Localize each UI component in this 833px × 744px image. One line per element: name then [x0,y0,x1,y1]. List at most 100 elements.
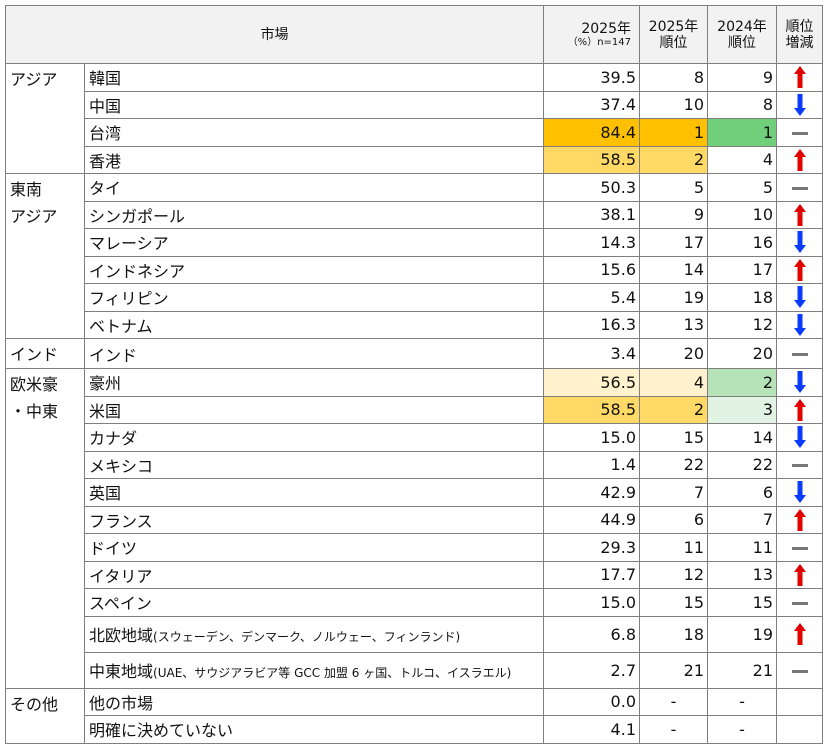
share-2025-value: 1.4 [543,450,640,479]
market-name: 香港 [84,145,544,174]
table-row: マレーシア 14.3 17 16 [6,228,823,257]
market-name-text: インド [89,345,138,365]
share-2025-value: 15.6 [543,255,640,284]
market-name-text: 他の市場 [89,693,154,713]
rank-change-header-line2: 増減 [785,34,814,51]
market-name: 英国 [84,478,544,507]
share-2025-value: 58.5 [543,145,640,174]
rank-change [776,200,823,229]
rank-2025-value: 5 [639,173,708,202]
rank-change [776,615,823,653]
arrow-down-icon [793,481,806,504]
rank-2025-header-label: 順位 [659,34,688,51]
rank-2024-value: 18 [707,283,777,312]
share-2025-value: 2.7 [543,651,640,689]
region-label-line: インド [10,345,59,364]
arrow-up-icon [793,623,806,645]
rank-change [776,505,823,534]
market-name: インド [84,338,544,369]
share-2025-header: 2025年 （%）n=147 [543,5,640,64]
rank-2025-value: 2 [639,145,708,174]
arrow-down-icon [793,286,806,309]
share-2025-value: 29.3 [543,533,640,562]
rank-change [776,310,823,339]
market-name-text: ベトナム [89,316,153,336]
rank-2024-value: 22 [707,450,777,479]
share-2025-value: 15.0 [543,423,640,452]
rank-change [776,423,823,452]
market-name-text: タイ [89,179,122,199]
share-2025-value: 17.7 [543,560,640,589]
share-2025-value: 37.4 [543,90,640,119]
table-row: 中国 37.4 10 8 [6,90,823,119]
region-label: アジア [5,63,85,174]
rank-2025-value: 20 [639,338,708,369]
arrow-up-icon [793,258,806,281]
table-row: スペイン 15.0 15 15 [6,588,823,617]
market-name-text: ドイツ [89,539,138,559]
rank-2024-header: 2024年 順位 [707,5,777,64]
no-change-bar-icon [791,546,808,550]
market-name: マレーシア [84,228,544,257]
market-name: カナダ [84,423,544,452]
arrow-up-icon [793,66,806,89]
rank-change [776,687,823,716]
arrow-down-icon [793,93,806,116]
share-2025-value: 4.1 [543,715,640,744]
rank-2025-value: 12 [639,560,708,589]
arrow-down-icon [793,371,806,394]
market-name: インドネシア [84,255,544,284]
share-2025-value: 38.1 [543,200,640,229]
market-header: 市場 [5,5,544,64]
rank-2024-value: 8 [707,90,777,119]
market-name: タイ [84,173,544,202]
rank-change [776,118,823,147]
table-row: アジア 韓国 39.5 8 9 [5,63,823,174]
market-name-text: フランス [89,511,153,531]
market-name-text: 豪州 [89,374,122,394]
rank-2024-value: - [707,715,777,744]
market-name-text: 韓国 [89,69,122,89]
table-row: 欧米豪 ・中東 豪州 56.5 4 2 [5,368,823,689]
market-name: イタリア [84,560,544,589]
arrow-up-icon [793,148,806,171]
table-row: 東南 アジア タイ 50.3 5 5 [5,173,823,339]
region-label-line: アジア [10,207,58,226]
rank-change [776,368,823,397]
rank-2025-value: 18 [639,615,708,653]
table-row: インドネシア 15.6 14 17 [6,255,823,284]
table-row: 台湾 84.4 1 1 [6,118,823,147]
table-row: 北欧地域(スウェーデン、デンマーク、ノルウェー、フィンランド) 6.8 18 19 [6,615,823,653]
rank-2024-value: 14 [707,423,777,452]
rank-change [776,450,823,479]
rank-change [776,255,823,284]
table-row: カナダ 15.0 15 14 [6,423,823,452]
market-name-text: 香港 [89,151,122,171]
rank-2025-value: 8 [639,63,708,92]
rank-2024-value: 20 [707,338,777,369]
market-name-text: フィリピン [89,289,169,309]
market-name: 中国 [84,90,544,119]
rank-2025-value: 22 [639,450,708,479]
rank-2024-value: 6 [707,478,777,507]
no-change-bar-icon [791,353,808,356]
rank-2025-value: - [639,687,708,716]
arrow-up-icon [793,203,806,226]
table-row: メキシコ 1.4 22 22 [6,450,823,479]
share-2025-value: 84.4 [543,118,640,147]
market-name-text: イタリア [89,566,153,586]
rank-2025-value: 11 [639,533,708,562]
arrow-up-icon [793,508,806,531]
rank-2025-value: 15 [639,588,708,617]
rank-2025-header-year: 2025年 [648,18,699,35]
rank-2025-value: 13 [639,310,708,339]
share-2025-value: 3.4 [543,338,640,369]
rank-2024-value: 19 [707,615,777,653]
rank-2025-value: 1 [639,118,708,147]
rank-change [776,145,823,174]
share-2025-value: 44.9 [543,505,640,534]
rank-change [776,715,823,744]
rank-2024-value: 12 [707,310,777,339]
no-change-bar-icon [791,669,808,673]
rank-2025-value: 4 [639,368,708,397]
